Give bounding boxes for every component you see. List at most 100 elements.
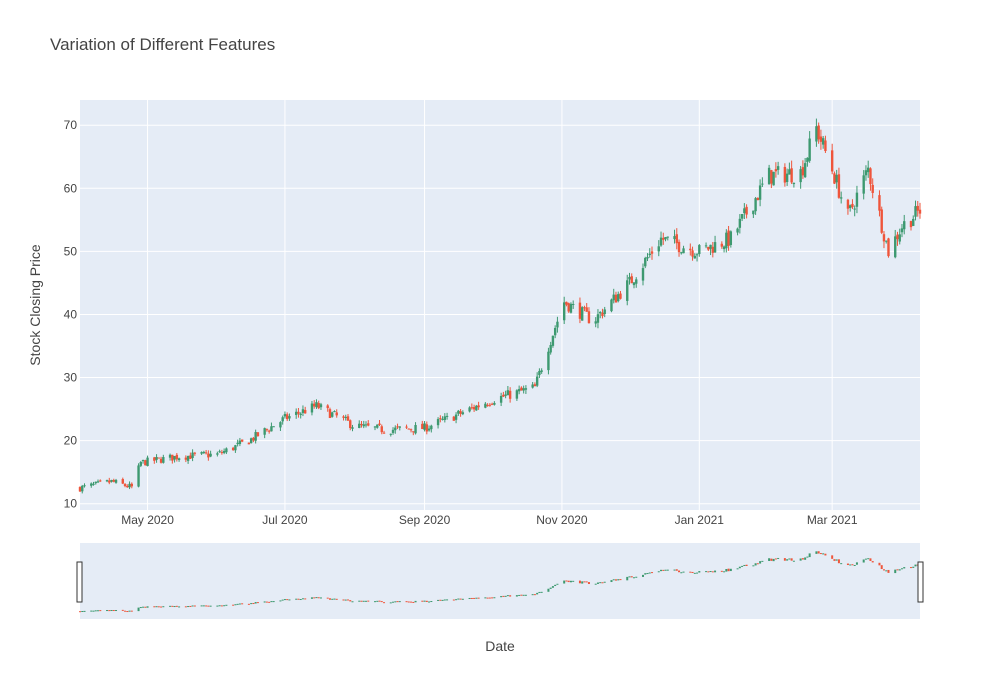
candle: [632, 282, 636, 289]
candle-body: [549, 345, 552, 353]
candle: [421, 420, 424, 430]
candle-body: [556, 321, 559, 328]
candle: [423, 420, 426, 432]
candle-body: [508, 390, 512, 399]
candle: [900, 223, 904, 238]
mini-candle: [752, 565, 755, 567]
mini-candle: [500, 596, 503, 598]
candle-body: [801, 167, 805, 176]
candle: [695, 253, 699, 262]
candle-body: [191, 452, 194, 458]
candle: [168, 453, 172, 461]
mini-candle: [137, 607, 140, 612]
candle-body: [594, 321, 597, 324]
mini-candle: [162, 606, 165, 608]
candle: [301, 405, 305, 417]
candle-body: [869, 168, 872, 185]
y-tick-label: 40: [64, 307, 78, 321]
grid-lines: [80, 100, 920, 510]
candle: [614, 291, 618, 303]
mini-candle: [864, 558, 867, 560]
mini-candle: [846, 563, 849, 566]
mini-candle: [270, 601, 273, 603]
mini-candle: [698, 571, 701, 573]
candle: [583, 305, 586, 312]
candle-body: [619, 293, 622, 299]
candle: [90, 482, 93, 488]
range-slider-left-handle[interactable]: [76, 561, 83, 603]
candle-body: [520, 387, 523, 391]
candle: [490, 402, 494, 406]
candle: [517, 385, 521, 395]
mini-candle: [759, 561, 762, 564]
candle-body: [761, 183, 764, 185]
candle: [186, 455, 190, 464]
mini-candle: [304, 598, 307, 600]
mini-candle: [657, 571, 660, 573]
candle-body: [335, 412, 338, 416]
candle-body: [252, 437, 255, 441]
candle: [285, 412, 289, 422]
candle: [878, 190, 881, 217]
candle-body: [146, 457, 149, 466]
candle: [484, 402, 487, 409]
candle-body: [709, 244, 712, 249]
mini-candle: [342, 599, 345, 601]
mini-candle: [315, 597, 318, 599]
candle-body: [752, 210, 755, 215]
candle-body: [569, 303, 573, 313]
candle: [783, 163, 787, 187]
mini-candle: [880, 565, 883, 570]
candle-body: [515, 390, 519, 399]
range-slider-right-handle[interactable]: [917, 561, 924, 603]
candle: [216, 451, 219, 457]
candle-body: [506, 390, 510, 396]
mini-candle: [173, 606, 176, 608]
mini-candle: [547, 588, 550, 592]
candle-body: [754, 198, 757, 212]
candle: [864, 165, 868, 181]
candle: [380, 424, 383, 435]
range-slider[interactable]: [80, 543, 920, 619]
candle-body: [331, 412, 334, 417]
candle: [470, 403, 474, 410]
candle: [720, 241, 724, 249]
candle-body: [349, 420, 352, 429]
candle: [313, 400, 316, 409]
candle: [677, 239, 681, 257]
candle-body: [279, 422, 282, 428]
candle-body: [817, 125, 820, 140]
candle: [799, 165, 802, 189]
candle-body: [112, 479, 115, 482]
candle-body: [394, 427, 397, 431]
candle-body: [493, 402, 496, 405]
mini-candle: [457, 598, 460, 600]
mini-candle: [792, 560, 795, 562]
mini-candle: [310, 597, 313, 599]
candle: [231, 446, 235, 451]
candle-body: [231, 447, 235, 451]
candle: [175, 453, 179, 462]
candle-body: [903, 221, 906, 230]
candle-body: [407, 428, 410, 430]
candle: [916, 200, 919, 217]
candle: [279, 421, 282, 431]
candle: [130, 482, 133, 489]
candle: [736, 227, 739, 236]
mini-candle: [635, 576, 638, 578]
mini-candle: [142, 606, 145, 608]
candle-body: [344, 416, 347, 418]
candle: [628, 272, 631, 285]
candle-body: [326, 405, 329, 409]
candle-body: [376, 424, 379, 428]
candle: [99, 479, 102, 482]
candle: [173, 455, 176, 463]
mini-candle: [729, 568, 732, 572]
candle-body: [756, 197, 760, 201]
candle: [344, 414, 347, 421]
x-axis-title: Date: [485, 638, 515, 654]
mini-candle: [914, 564, 917, 567]
candle: [358, 420, 361, 429]
candle: [342, 415, 345, 421]
candle: [664, 236, 667, 242]
